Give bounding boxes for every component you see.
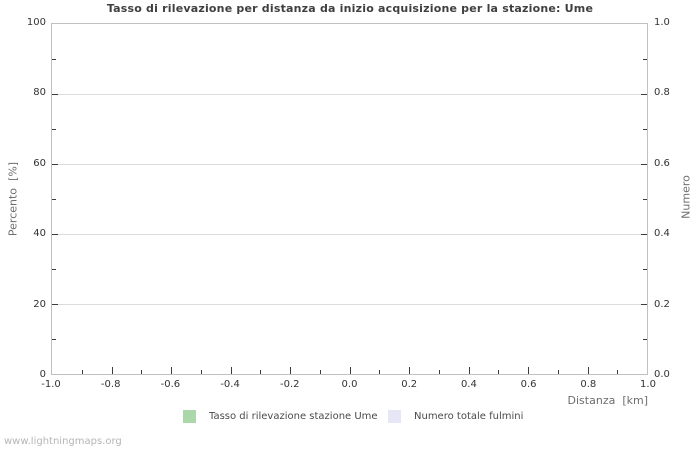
x-axis-title: Distanza [km] [567, 394, 648, 407]
x-axis-tick [290, 367, 291, 374]
x-axis-minor-tick [200, 370, 202, 374]
plot-area [51, 23, 648, 375]
x-axis-label: -0.4 [220, 379, 240, 390]
legend-swatch-lavender [388, 410, 401, 423]
x-axis-label: 0.8 [580, 379, 597, 390]
y-axis-label: 100 [26, 17, 46, 28]
y2-axis-minor-tick [643, 339, 647, 340]
y-axis-tick [52, 234, 58, 235]
y-axis-tick [52, 304, 58, 305]
x-axis-minor-tick [81, 370, 83, 374]
x-axis-tick [349, 367, 351, 374]
x-axis-label: 1.0 [640, 379, 656, 390]
gridline [52, 94, 647, 95]
gridline [52, 234, 647, 235]
chart-title: Tasso di rilevazione per distanza da ini… [106, 2, 594, 15]
y2-axis-label: 0.8 [654, 87, 670, 98]
x-axis-label: 0.0 [341, 379, 358, 390]
y2-axis-label: 0.4 [654, 228, 670, 239]
x-axis-minor-tick [498, 370, 500, 374]
y2-axis-minor-tick [643, 59, 647, 60]
x-axis-tick [171, 367, 172, 374]
x-axis-label: 0.6 [520, 379, 537, 390]
legend-item-total-strikes: Numero totale fulmini [388, 410, 523, 423]
y-axis-tick [52, 94, 58, 95]
y2-axis-minor-tick [643, 199, 647, 200]
x-axis-minor-tick [260, 370, 262, 374]
y2-axis-label: 0.6 [654, 158, 670, 169]
y2-axis-label: 1.0 [654, 17, 670, 28]
y-axis-label: 20 [33, 299, 46, 310]
x-axis-tick [528, 367, 529, 374]
y2-axis-tick [641, 94, 647, 95]
y-axis-tick [52, 164, 58, 165]
y-axis-label: 60 [33, 158, 46, 169]
x-axis-minor-tick [379, 370, 381, 374]
y2-axis-tick [641, 164, 647, 165]
y-axis-minor-tick [52, 269, 56, 270]
y2-axis-minor-tick [643, 269, 647, 270]
legend-label: Tasso di rilevazione stazione Ume [209, 411, 378, 422]
x-axis-label: -0.8 [100, 379, 121, 390]
x-axis-label: -0.6 [160, 379, 181, 390]
y2-axis-tick [641, 234, 647, 235]
x-axis-tick [468, 367, 470, 374]
legend-item-detection-rate: Tasso di rilevazione stazione Ume [183, 410, 378, 423]
x-axis-label: 0.4 [460, 379, 477, 390]
y2-axis-label: 0.0 [654, 369, 670, 380]
x-axis-tick [587, 367, 589, 374]
legend-label: Numero totale fulmini [414, 411, 524, 422]
y-axis-label: 80 [33, 87, 46, 98]
y-axis-minor-tick [52, 339, 56, 340]
x-axis-minor-tick [438, 370, 440, 374]
x-axis-minor-tick [319, 370, 321, 374]
y2-axis-label: 0.2 [654, 299, 670, 310]
x-axis-minor-tick [557, 370, 559, 374]
y-axis-minor-tick [52, 199, 56, 200]
y-axis-minor-tick [52, 59, 56, 60]
y2-axis-minor-tick [643, 129, 647, 130]
x-axis-label: -1.0 [41, 379, 61, 390]
x-axis-tick [111, 367, 113, 374]
gridline [52, 164, 647, 165]
x-axis-minor-tick [617, 370, 619, 374]
y-axis-minor-tick [52, 129, 56, 130]
legend-swatch-green [183, 410, 196, 423]
y-axis-title: Percento [%] [6, 161, 20, 237]
x-axis-tick [409, 367, 410, 374]
x-axis-label: -0.2 [280, 379, 300, 390]
y2-axis-tick [641, 304, 647, 305]
x-axis-tick [230, 367, 232, 374]
y-axis-label: 40 [33, 228, 46, 239]
x-axis-label: 0.2 [401, 379, 418, 390]
x-axis-minor-tick [141, 370, 143, 374]
y-axis-label: 0 [39, 369, 46, 380]
watermark-url: www.lightningmaps.org [4, 436, 122, 447]
y2-axis-title: Numero [679, 175, 693, 219]
gridline [52, 304, 647, 305]
